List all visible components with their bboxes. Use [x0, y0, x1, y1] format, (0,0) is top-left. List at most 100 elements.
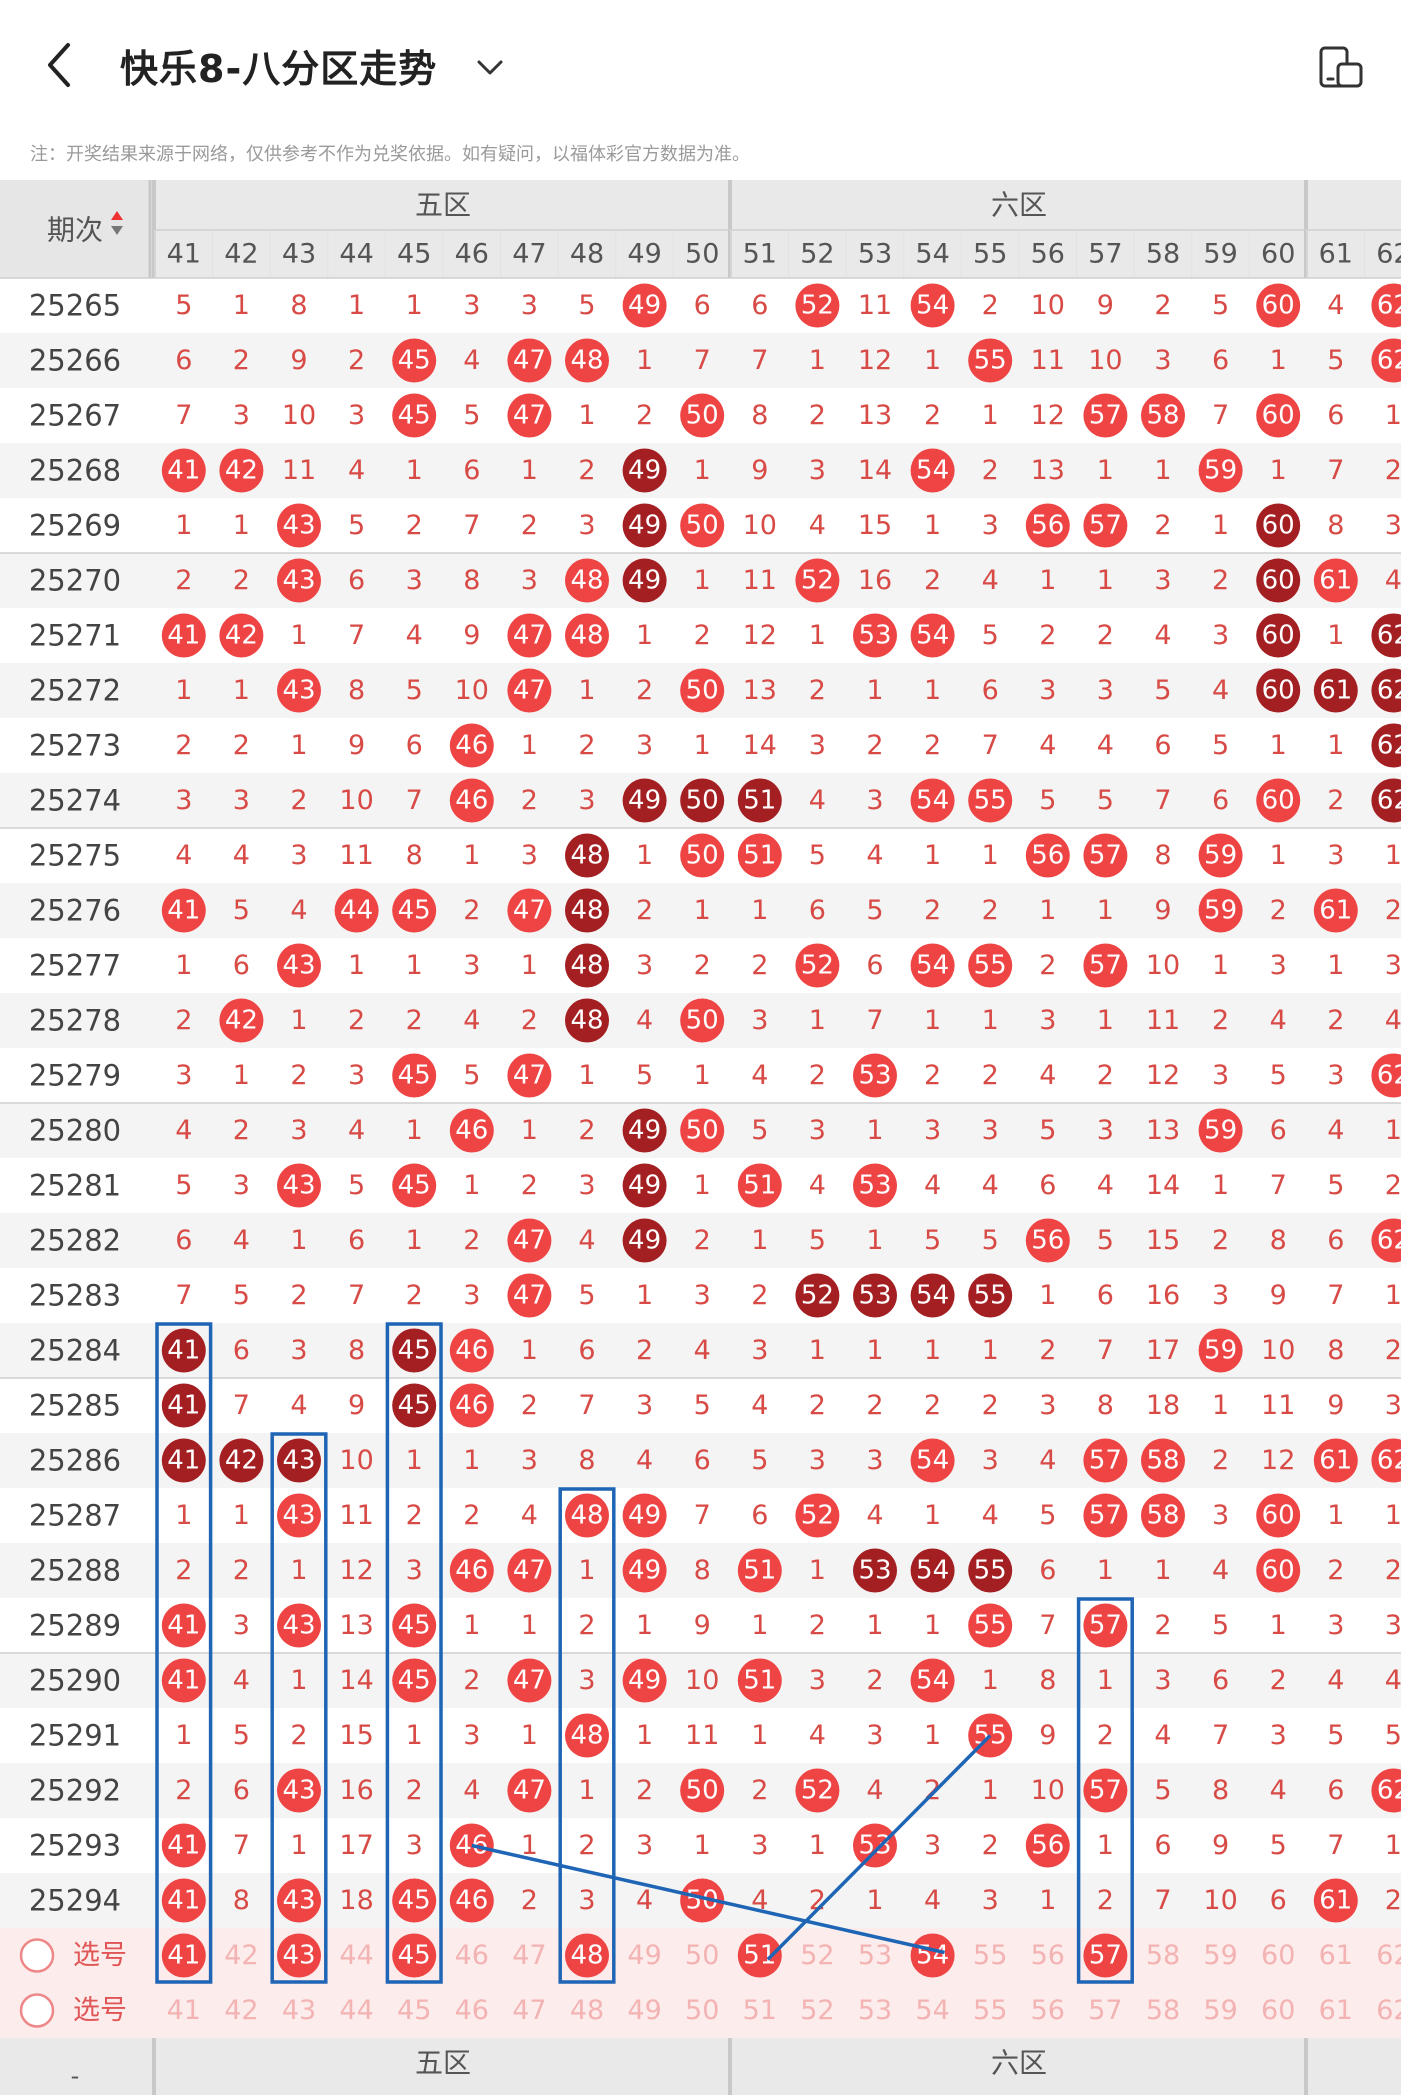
miss-count: 1	[694, 730, 711, 761]
hit-number: 62	[1377, 676, 1401, 706]
hit-number: 50	[686, 511, 719, 541]
miss-count: 8	[694, 1555, 711, 1586]
hit-ball	[1198, 833, 1243, 878]
hit-number: 47	[513, 346, 546, 376]
select-number: 52	[800, 1940, 834, 1971]
miss-count: 5	[175, 1170, 192, 1201]
miss-count: 3	[1154, 345, 1171, 376]
miss-count: 1	[809, 1005, 826, 1036]
miss-count: 1	[1385, 1280, 1401, 1311]
hit-ball	[392, 1383, 437, 1428]
miss-count: 7	[1327, 1280, 1344, 1311]
picked-ball[interactable]	[392, 1933, 437, 1978]
hit-number: 50	[686, 401, 719, 431]
device-switch-icon[interactable]	[1318, 45, 1364, 91]
hit-ball	[392, 1603, 437, 1648]
miss-count: 3	[233, 1170, 250, 1201]
miss-count: 1	[348, 290, 365, 321]
hit-ball	[1025, 503, 1070, 548]
hit-ball	[1198, 1328, 1243, 1373]
miss-count: 7	[1154, 1885, 1171, 1916]
miss-count: 17	[1146, 1335, 1180, 1366]
miss-count: 2	[290, 1060, 307, 1091]
miss-count: 1	[636, 620, 653, 651]
number-header: 50	[685, 239, 719, 270]
miss-count: 2	[1385, 1885, 1401, 1916]
miss-count: 2	[751, 1280, 768, 1311]
picked-number: 41	[167, 1941, 200, 1971]
hit-number: 41	[167, 1886, 200, 1916]
hit-number: 48	[570, 621, 603, 651]
picked-ball[interactable]	[277, 1933, 321, 1978]
select-label: 选号	[73, 1940, 127, 1971]
hit-ball	[795, 1273, 840, 1318]
hit-ball	[853, 1053, 897, 1098]
miss-count: 3	[1327, 840, 1344, 871]
picked-ball[interactable]	[737, 1933, 782, 1978]
select-radio[interactable]	[19, 1938, 55, 1973]
sort-up-icon[interactable]	[111, 211, 123, 220]
hit-number: 52	[801, 566, 834, 596]
trend-table: 五区 六区 期次 41 42 43 44 45 46 47 48 49 50 51 52 53 54 55 56 57…	[0, 180, 1401, 2095]
picked-ball[interactable]	[1083, 1933, 1128, 1978]
miss-count: 1	[866, 1885, 883, 1916]
hit-ball	[392, 1658, 437, 1703]
miss-count: 11	[282, 455, 316, 486]
page-title[interactable]: 快乐8-八分区走势	[120, 47, 438, 91]
miss-count: 8	[1212, 1775, 1229, 1806]
number-header: 58	[1146, 239, 1180, 270]
miss-count: 9	[1212, 1830, 1229, 1861]
miss-count: 3	[1039, 675, 1056, 706]
picked-ball[interactable]	[565, 1933, 609, 1978]
miss-count: 2	[1270, 895, 1287, 926]
miss-count: 1	[1385, 1115, 1401, 1146]
back-arrow-icon[interactable]	[40, 40, 80, 90]
miss-count: 3	[982, 1115, 999, 1146]
miss-count: 7	[406, 785, 423, 816]
miss-count: 3	[578, 1885, 595, 1916]
chevron-down-icon[interactable]	[475, 52, 505, 82]
miss-count: 4	[1039, 1445, 1056, 1476]
select-radio[interactable]	[19, 1993, 55, 2028]
hit-number: 59	[1204, 456, 1237, 486]
picked-ball[interactable]	[910, 1933, 955, 1978]
miss-count: 1	[1212, 950, 1229, 981]
miss-count: 1	[809, 1555, 826, 1586]
number-header: 52	[800, 239, 834, 270]
hit-number: 50	[686, 1006, 719, 1036]
hit-number: 49	[628, 456, 661, 486]
miss-count: 3	[290, 1115, 307, 1146]
miss-count: 2	[924, 1060, 941, 1091]
sort-down-icon[interactable]	[111, 226, 123, 235]
hit-number: 50	[686, 1116, 719, 1146]
hit-ball	[1371, 1218, 1401, 1263]
miss-count: 6	[809, 895, 826, 926]
miss-count: 1	[1039, 565, 1056, 596]
miss-count: 1	[1327, 730, 1344, 761]
hit-number: 54	[916, 621, 949, 651]
header-background	[0, 180, 1401, 278]
hit-ball	[910, 1273, 955, 1318]
miss-count: 1	[1039, 1280, 1056, 1311]
hit-number: 49	[628, 1226, 661, 1256]
miss-count: 4	[982, 1170, 999, 1201]
miss-count: 1	[406, 1225, 423, 1256]
period-cell: 25271	[29, 619, 121, 653]
miss-count: 6	[1270, 1885, 1287, 1916]
number-header: 41	[167, 239, 201, 270]
hit-number: 46	[455, 1556, 488, 1586]
hit-ball	[449, 1328, 494, 1373]
select-number: 42	[224, 1940, 258, 1971]
miss-count: 14	[743, 730, 777, 761]
miss-count: 2	[175, 1775, 192, 1806]
miss-count: 2	[751, 950, 768, 981]
hit-number: 43	[282, 676, 315, 706]
miss-count: 3	[290, 1335, 307, 1366]
miss-count: 5	[1327, 1720, 1344, 1751]
picked-number: 43	[282, 1941, 315, 1971]
miss-count: 12	[1261, 1445, 1295, 1476]
period-cell: 25282	[29, 1224, 121, 1258]
picked-ball[interactable]	[161, 1933, 206, 1978]
hit-ball	[449, 723, 494, 768]
miss-count: 10	[1203, 1885, 1237, 1916]
